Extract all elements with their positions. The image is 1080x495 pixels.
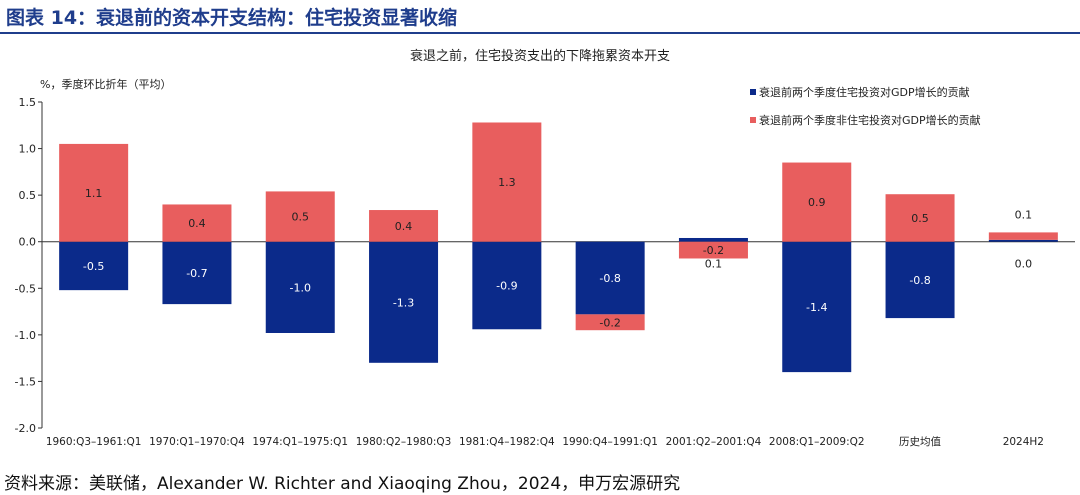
bar-residential <box>59 241 129 291</box>
data-label-non-residential: 0.4 <box>188 217 206 230</box>
data-label-non-residential: 0.5 <box>292 211 310 224</box>
y-tick-label: 1.0 <box>19 143 37 156</box>
data-label-residential: -1.4 <box>806 301 827 314</box>
data-label-non-residential: 1.3 <box>498 176 516 189</box>
bar-non-residential <box>988 232 1058 240</box>
data-label-residential: -0.5 <box>83 260 104 273</box>
chart-area: 衰退之前，住宅投资支出的下降拖累资本开支 %，季度环比折年（平均） 1.5 1.0… <box>0 34 1080 464</box>
x-category-label: 1980:Q2–1980:Q3 <box>356 436 452 448</box>
data-label-residential: 0.0 <box>1015 258 1033 271</box>
data-label-residential: -0.7 <box>186 267 207 280</box>
bar-residential <box>369 241 439 363</box>
data-label-non-residential: -0.2 <box>599 316 620 329</box>
data-label-residential: -0.8 <box>599 272 620 285</box>
figure-title: 图表 14：衰退前的资本开支结构：住宅投资显著收缩 <box>6 7 458 29</box>
bar-residential <box>575 241 645 315</box>
y-tick-label: -2.0 <box>15 422 36 435</box>
y-tick-label: -1.5 <box>15 375 36 388</box>
stacked-bar-chart: 衰退之前，住宅投资支出的下降拖累资本开支 %，季度环比折年（平均） 1.5 1.0… <box>15 48 1075 448</box>
data-label-non-residential: -0.2 <box>703 244 724 257</box>
bar-residential <box>162 241 232 305</box>
bar-non-residential <box>59 143 129 242</box>
bar-non-residential <box>575 314 645 331</box>
bar-residential <box>472 241 542 330</box>
legend-label: 衰退前两个季度住宅投资对GDP增长的贡献 <box>759 85 970 99</box>
legend-swatch <box>750 117 756 123</box>
data-label-non-residential: 0.5 <box>911 212 929 225</box>
bar-non-residential <box>472 122 542 242</box>
bar-residential <box>988 239 1058 242</box>
data-label-residential: -1.3 <box>393 296 414 309</box>
x-category-label: 2001:Q2–2001:Q4 <box>666 436 762 448</box>
data-label-residential: 0.1 <box>705 258 723 271</box>
legend-swatch <box>750 89 756 95</box>
chart-title: 衰退之前，住宅投资支出的下降拖累资本开支 <box>410 48 670 64</box>
legend-label: 衰退前两个季度非住宅投资对GDP增长的贡献 <box>759 113 981 127</box>
x-category-label: 1974:Q1–1975:Q1 <box>252 436 348 448</box>
data-label-non-residential: 1.1 <box>85 187 103 200</box>
y-tick-label: -1.0 <box>15 329 36 342</box>
bar-residential <box>265 241 335 333</box>
source-note: 资料来源：美联储，Alexander W. Richter and Xiaoqi… <box>4 474 681 494</box>
bar-residential <box>678 237 748 242</box>
x-category-label: 1990:Q4–1991:Q1 <box>562 436 658 448</box>
data-label-non-residential: 0.4 <box>395 220 413 233</box>
bar-non-residential <box>885 194 955 242</box>
title-rule <box>0 32 1080 34</box>
y-tick-label: -0.5 <box>15 282 36 295</box>
legend: 衰退前两个季度住宅投资对GDP增长的贡献衰退前两个季度非住宅投资对GDP增长的贡… <box>750 85 981 127</box>
bar-residential <box>885 241 955 319</box>
x-category-label: 1960:Q3–1961:Q1 <box>46 436 142 448</box>
data-label-residential: -0.8 <box>909 274 930 287</box>
data-labels-layer: -0.5 1.1 -0.7 0.4 -1.0 0.5 -1.3 0.4 -0.9 1.3 -0.8 -… <box>83 176 1032 329</box>
data-label-non-residential: 0.9 <box>808 196 826 209</box>
bar-residential <box>782 241 852 373</box>
y-axis-label: %，季度环比折年（平均） <box>40 77 171 91</box>
bar-non-residential <box>782 162 852 242</box>
y-tick-label: 0.0 <box>19 236 37 249</box>
x-category-label: 2008:Q1–2009:Q2 <box>769 436 865 448</box>
data-label-residential: -1.0 <box>290 281 311 294</box>
bar-non-residential <box>678 241 748 259</box>
x-category-label: 历史均值 <box>899 435 941 448</box>
y-tick-label: 0.5 <box>19 189 37 202</box>
bar-non-residential <box>369 210 439 242</box>
bars-layer <box>59 122 1058 373</box>
y-tick-label: 1.5 <box>19 96 37 109</box>
bar-non-residential <box>162 204 232 242</box>
x-category-label: 1970:Q1–1970:Q4 <box>149 436 245 448</box>
data-label-residential: -0.9 <box>496 279 517 292</box>
data-label-non-residential: 0.1 <box>1015 208 1033 221</box>
bar-non-residential <box>265 191 335 242</box>
x-category-label: 2024H2 <box>1003 436 1044 448</box>
x-category-label: 1981:Q4–1982:Q4 <box>459 436 555 448</box>
